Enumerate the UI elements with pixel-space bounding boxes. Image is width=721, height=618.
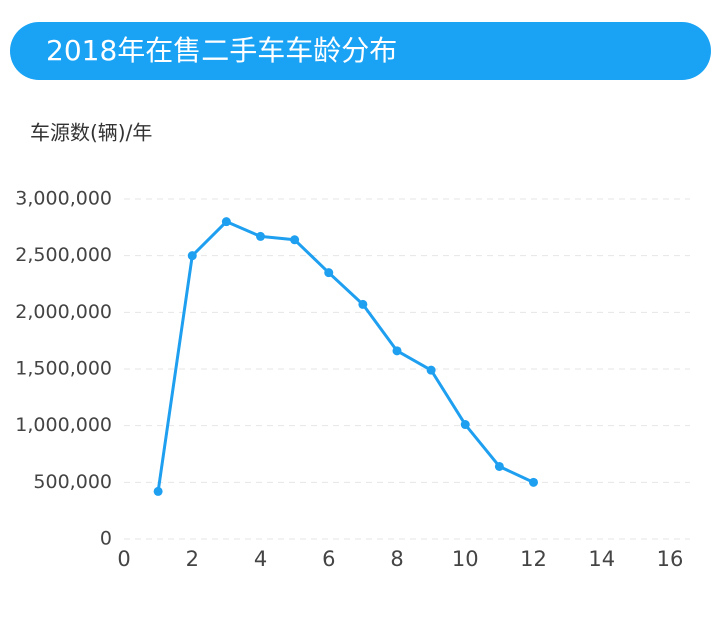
x-tick-label: 10: [452, 547, 479, 571]
y-tick-label: 0: [100, 528, 112, 550]
point: [256, 231, 265, 241]
point: [392, 346, 402, 356]
x-tick-label: 2: [186, 547, 199, 571]
point: [460, 420, 470, 430]
y-axis-label: 车源数(辆)/年: [30, 121, 152, 145]
line: [156, 220, 535, 492]
x-tick-label: 0: [117, 547, 130, 571]
y-tick-label: 3,000,000: [15, 188, 112, 210]
x-tick-label: 14: [588, 547, 615, 571]
y-tick-label: 2,000,000: [15, 301, 112, 323]
point: [494, 461, 504, 471]
y-tick-label: 2,500,000: [15, 244, 112, 266]
chart-title: 2018年在售二手车车龄分布: [46, 34, 397, 67]
point: [221, 217, 231, 227]
x-tick-label: 8: [390, 547, 403, 571]
x-tick-label: 16: [657, 547, 684, 571]
point: [290, 235, 300, 245]
y-tick-label: 500,000: [33, 471, 112, 493]
point: [153, 486, 163, 496]
point: [187, 251, 197, 261]
x-tick-label: 6: [322, 547, 335, 571]
x-tick-label: 12: [520, 547, 547, 571]
x-tick-label: 4: [254, 547, 267, 571]
point: [358, 299, 368, 309]
y-tick-label: 1,500,000: [15, 358, 112, 380]
y-tick-label: 1,000,000: [15, 414, 112, 436]
point: [324, 268, 334, 278]
point: [426, 365, 436, 375]
title-banner: [10, 22, 711, 80]
point: [529, 477, 538, 487]
